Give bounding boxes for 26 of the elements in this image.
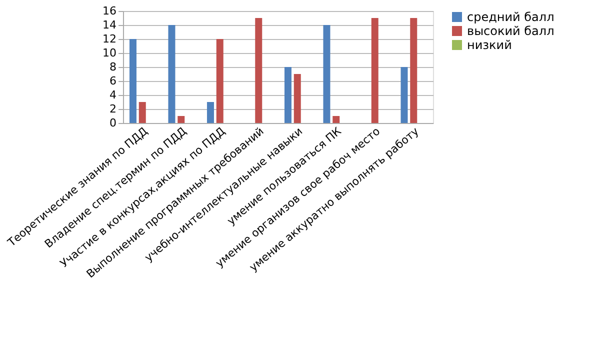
legend-label: средний балл xyxy=(467,10,554,24)
y-tick-label: 16 xyxy=(102,4,116,18)
legend-label: низкий xyxy=(467,38,512,52)
bar xyxy=(216,39,224,123)
bar xyxy=(400,67,408,123)
bar xyxy=(323,25,330,123)
y-tick-label: 2 xyxy=(110,102,116,116)
bar xyxy=(206,102,214,123)
y-tick-label: 0 xyxy=(110,116,116,130)
y-tick-label: 8 xyxy=(110,60,116,74)
bar xyxy=(284,67,292,123)
bar xyxy=(255,18,262,123)
y-tick-label: 14 xyxy=(102,18,116,32)
y-tick-label: 10 xyxy=(102,46,116,60)
bar xyxy=(371,18,378,123)
bar xyxy=(410,18,418,123)
legend-label: высокий балл xyxy=(467,24,554,38)
y-tick-label: 6 xyxy=(110,74,116,88)
bar xyxy=(129,39,136,123)
bar xyxy=(332,116,340,123)
bar xyxy=(168,25,176,123)
bar xyxy=(294,74,301,123)
y-tick-label: 4 xyxy=(110,88,116,102)
y-tick-label: 12 xyxy=(102,32,116,46)
bar xyxy=(178,116,185,123)
bar xyxy=(138,102,146,123)
